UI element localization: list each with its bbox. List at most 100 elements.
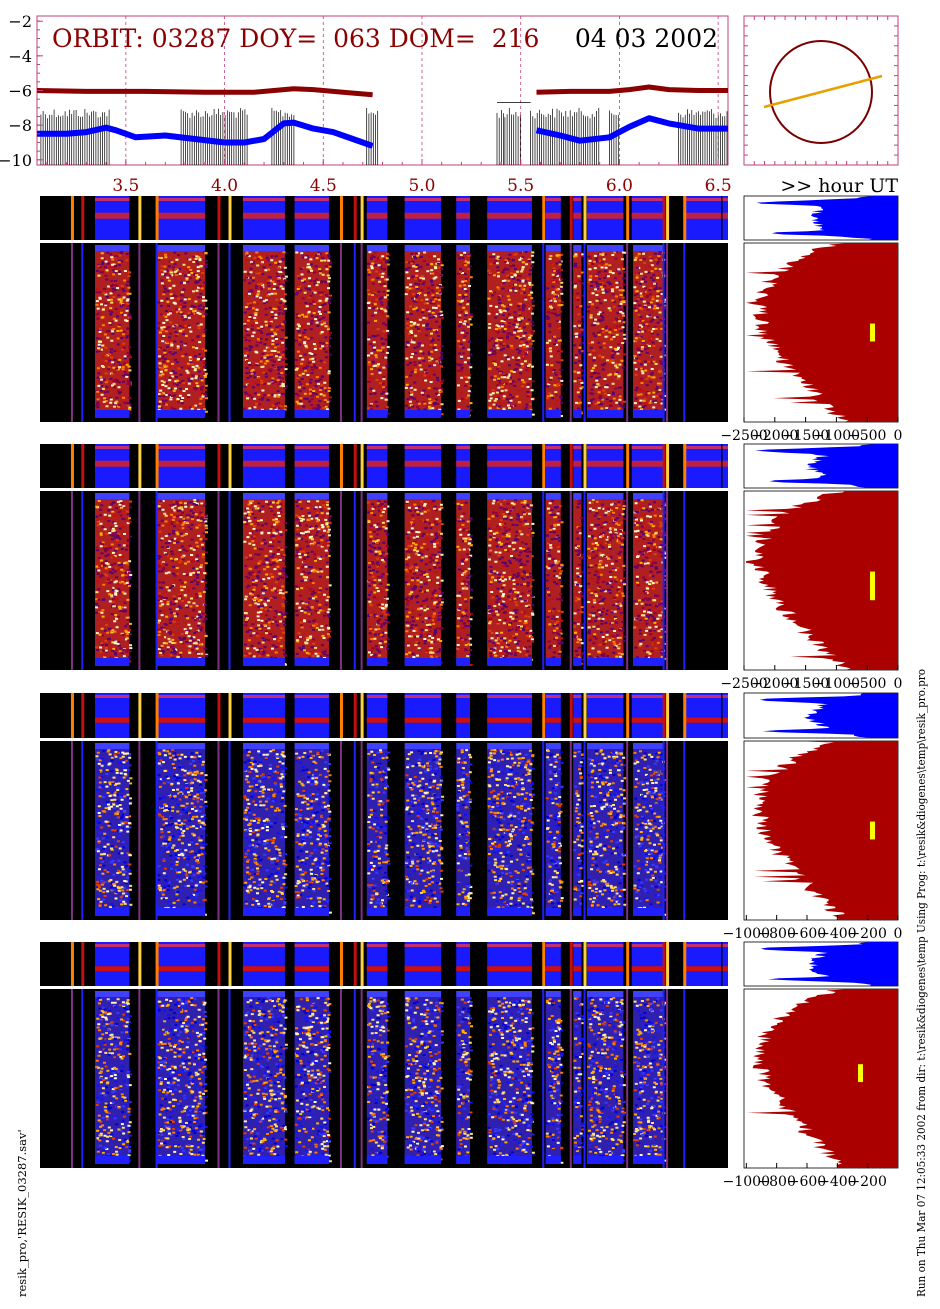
strip-line-band: [487, 966, 532, 972]
hour-ut-label: >> hour UT: [780, 175, 898, 197]
column-bottom-band: [156, 1156, 206, 1164]
spectrogram-texture: [243, 749, 287, 913]
strip-edge: [487, 695, 532, 698]
strip-line-band: [683, 460, 722, 467]
strip-line-band: [631, 460, 665, 467]
histogram-tick-label: −400: [818, 1174, 856, 1190]
spectrogram-column: [633, 743, 667, 916]
strip-thin-column: [542, 444, 546, 488]
column-bottom-band: [156, 410, 206, 418]
y-tick-label: −4: [8, 47, 32, 66]
altitude-series-line: [536, 84, 728, 95]
spectrogram-texture: [456, 749, 473, 905]
strip-edge: [545, 446, 561, 449]
column-bottom-band: [404, 908, 442, 916]
column-top-band: [366, 493, 388, 499]
strip-line-band: [242, 966, 285, 972]
spectrogram-texture: [367, 503, 391, 663]
strip-thin-column: [155, 942, 159, 986]
spectrogram-thin-column: [542, 491, 545, 670]
spectrogram-texture: [295, 997, 330, 1159]
column-top-band: [242, 493, 285, 499]
spike-bundle: [504, 108, 521, 165]
strip-edge: [722, 198, 728, 201]
strip-line-band: [586, 717, 624, 723]
strip-edge: [631, 198, 665, 201]
spectrogram-texture: [487, 251, 535, 414]
spectrogram-thin-column: [217, 741, 220, 920]
column-bottom-band: [487, 908, 532, 916]
strip-blue-band: [456, 942, 470, 986]
strip-edge: [487, 198, 532, 201]
marker-bar: [870, 571, 875, 601]
strip-edge: [545, 695, 561, 698]
strip-blue-band: [242, 693, 285, 738]
spectrogram-texture: [294, 251, 332, 418]
strip-edge: [573, 198, 582, 201]
spectrogram-texture: [95, 251, 132, 414]
strip-thin-column: [155, 693, 159, 738]
spectrogram-thin-column: [155, 243, 158, 422]
strip-line-band: [631, 212, 665, 219]
spectrogram-thin-column: [138, 491, 141, 670]
strip-edge: [366, 944, 388, 947]
column-top-band: [404, 493, 442, 499]
column-top-band: [487, 743, 532, 749]
strip-line-band: [294, 717, 329, 723]
strip-thin-column: [81, 693, 85, 738]
strip-thin-column: [217, 196, 221, 240]
column-bottom-band: [573, 658, 582, 666]
strip-blue-band: [404, 942, 442, 986]
spectrogram-texture: [157, 499, 208, 666]
spectrogram-texture: [97, 502, 132, 666]
strip-edge: [573, 695, 582, 698]
strip-line-band: [545, 717, 561, 723]
spectrogram-texture: [546, 253, 564, 397]
strip-thin-column: [583, 942, 587, 986]
spectrogram-texture: [637, 751, 664, 912]
spectrogram-texture: [573, 1005, 585, 1164]
footer: resik_pro,'RESIK_03287.sav' Run on Thu M…: [15, 669, 928, 1297]
x-tick-label: 6.5: [705, 176, 732, 196]
strip-thin-column: [569, 942, 573, 986]
strip-edge: [573, 446, 582, 449]
spectrogram-thin-column: [542, 741, 545, 920]
spectrogram-texture: [456, 771, 471, 888]
spectrogram-texture: [405, 751, 444, 914]
strip-thin-column: [662, 196, 666, 240]
strip-blue-band: [631, 942, 665, 986]
spectrogram-texture: [294, 259, 331, 396]
spectrogram-texture: [95, 255, 133, 407]
column-top-band: [156, 245, 206, 251]
strip-histogram: [760, 942, 898, 986]
spectrogram-texture: [367, 751, 390, 911]
spectrogram-texture: [489, 1001, 535, 1164]
column-top-band: [366, 245, 388, 251]
spectrogram-thin-column: [626, 741, 629, 920]
strip-thin-column: [583, 693, 587, 738]
column-bottom-band: [456, 908, 470, 916]
spike-bundle: [678, 109, 728, 165]
strip-line-band: [683, 717, 722, 723]
strip-line-band: [722, 717, 728, 723]
spectrogram-texture: [406, 255, 444, 416]
column-top-band: [95, 743, 130, 749]
column-top-band: [586, 245, 624, 251]
column-bottom-band: [366, 908, 388, 916]
column-top-band: [156, 991, 206, 997]
column-top-band: [633, 245, 665, 251]
strip-blue-band: [487, 693, 532, 738]
strip-edge: [366, 446, 388, 449]
strip-blue-band: [294, 942, 329, 986]
column-bottom-band: [404, 1156, 442, 1164]
spectrogram-texture: [587, 252, 627, 417]
strip-edge: [366, 198, 388, 201]
spectrogram-texture: [460, 512, 473, 666]
spectrogram-column: [586, 245, 627, 418]
strip-thin-column: [360, 196, 364, 240]
spectrogram-texture: [405, 252, 444, 417]
strip-blue-band: [95, 693, 130, 738]
strip-blue-band: [366, 693, 388, 738]
spectrogram-texture: [95, 751, 132, 916]
histogram-tick-label: −1000: [723, 1174, 770, 1190]
